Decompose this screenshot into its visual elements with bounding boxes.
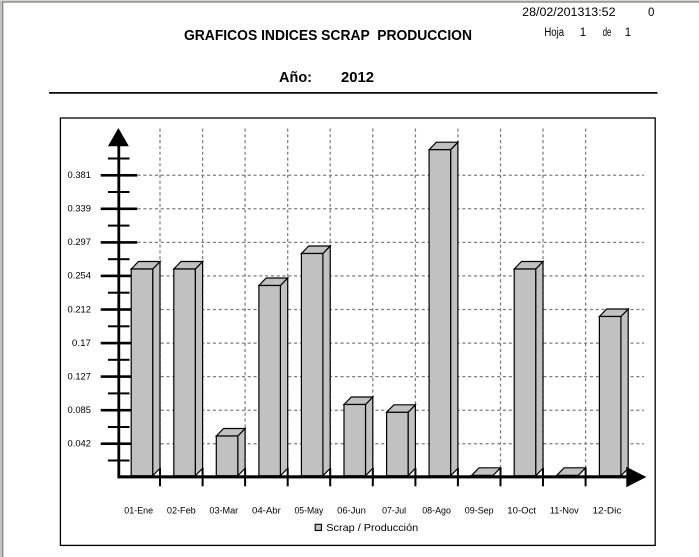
svg-text:05-May: 05-May xyxy=(295,506,324,517)
svg-text:02-Feb: 02-Feb xyxy=(167,506,196,517)
svg-text:0.297: 0.297 xyxy=(68,237,92,248)
svg-text:0.254: 0.254 xyxy=(68,271,92,282)
svg-text:2012: 2012 xyxy=(341,70,374,86)
svg-text:0: 0 xyxy=(648,7,654,19)
svg-text:0.339: 0.339 xyxy=(68,204,92,215)
svg-text:1: 1 xyxy=(625,27,631,39)
svg-text:GRAFICOS INDICES SCRAP PRODUC: GRAFICOS INDICES SCRAP PRODUCCION xyxy=(184,28,472,44)
svg-text:06-Jun: 06-Jun xyxy=(337,506,366,517)
svg-text:0.042: 0.042 xyxy=(68,439,92,450)
svg-text:Hoja: Hoja xyxy=(544,27,564,39)
svg-text:28/02/201313:52: 28/02/201313:52 xyxy=(522,7,615,19)
svg-text:01-Ene: 01-Ene xyxy=(124,506,153,517)
svg-text:0.17: 0.17 xyxy=(72,338,91,349)
svg-text:04-Abr: 04-Abr xyxy=(252,506,281,517)
svg-text:12-Dic: 12-Dic xyxy=(593,506,622,517)
svg-text:0.381: 0.381 xyxy=(68,170,92,181)
svg-text:1: 1 xyxy=(580,27,586,39)
svg-text:10-Oct: 10-Oct xyxy=(507,506,536,517)
svg-text:0.212: 0.212 xyxy=(68,304,92,315)
svg-text:09-Sep: 09-Sep xyxy=(465,506,494,517)
svg-text:03-Mar: 03-Mar xyxy=(209,506,238,517)
svg-text:0.127: 0.127 xyxy=(68,371,92,382)
svg-text:11-Nov: 11-Nov xyxy=(550,506,579,517)
svg-text:08-Ago: 08-Ago xyxy=(422,506,451,517)
svg-text:0.085: 0.085 xyxy=(68,405,92,416)
svg-text:de: de xyxy=(603,27,612,39)
svg-text:Año:: Año: xyxy=(279,70,312,86)
svg-text:Scrap / Producción: Scrap / Producción xyxy=(326,522,418,534)
svg-text:07-Jul: 07-Jul xyxy=(382,506,406,517)
